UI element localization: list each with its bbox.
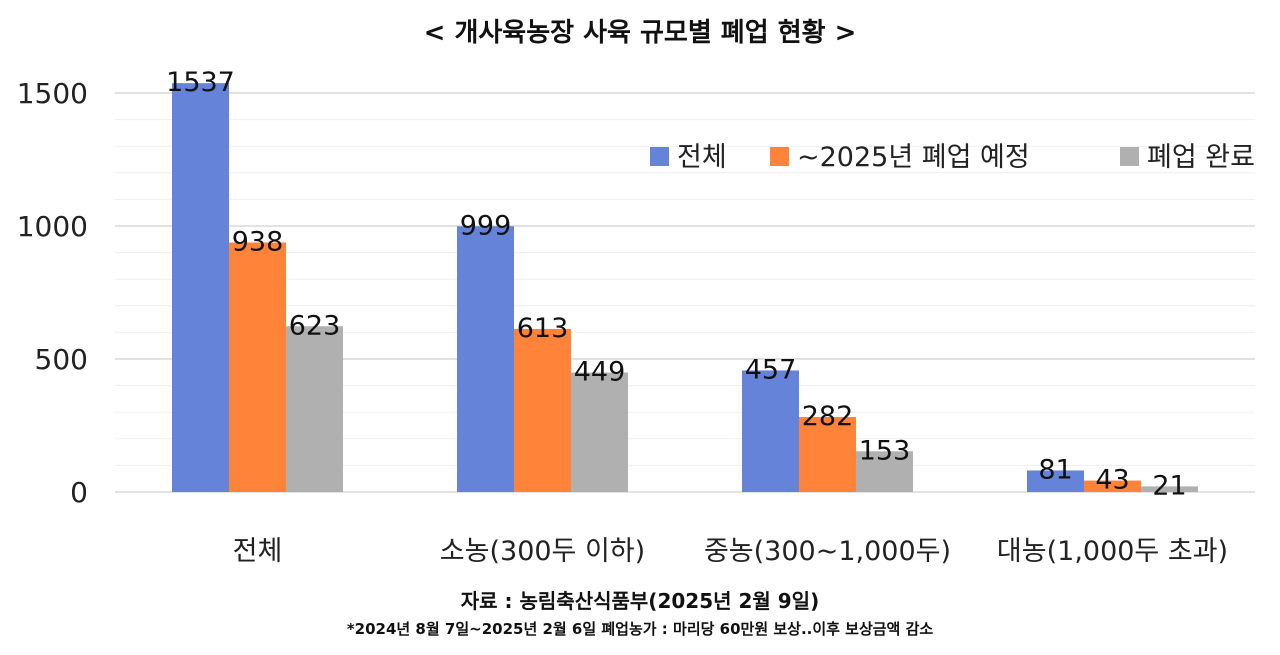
x-tick-label: 대농(1,000두 초과) — [997, 536, 1228, 567]
legend-label: 폐업 완료 — [1147, 142, 1255, 173]
data-label: 81 — [1038, 454, 1072, 485]
legend-swatch — [650, 147, 669, 166]
data-label: 457 — [745, 354, 797, 385]
data-label: 623 — [289, 310, 341, 341]
bar — [457, 226, 514, 493]
data-label: 43 — [1095, 465, 1129, 496]
bar — [172, 83, 229, 493]
bar — [742, 370, 799, 492]
bar — [1084, 480, 1141, 492]
data-label: 1537 — [166, 67, 235, 98]
data-label: 449 — [574, 357, 626, 388]
bar — [514, 328, 571, 492]
bar — [571, 372, 628, 492]
bar — [856, 451, 913, 492]
data-label: 613 — [517, 313, 569, 344]
bar — [229, 242, 286, 492]
chart-title: < 개사육농장 사육 규모별 폐업 현황 > — [423, 18, 857, 48]
bar — [286, 326, 343, 492]
data-label: 282 — [802, 401, 854, 432]
source-text: 자료 : 농림축산식품부(2025년 2월 9일) — [460, 589, 820, 613]
legend-label: ~2025년 폐업 예정 — [797, 142, 1030, 173]
y-tick-label: 1000 — [17, 210, 88, 243]
data-label: 21 — [1152, 470, 1186, 501]
legend-swatch — [770, 147, 789, 166]
data-label: 999 — [460, 210, 512, 241]
y-tick-label: 500 — [35, 343, 88, 376]
data-label: 153 — [859, 435, 911, 466]
legend-label: 전체 — [677, 142, 727, 173]
data-label: 938 — [232, 226, 284, 257]
legend-swatch — [1120, 147, 1139, 166]
bar-chart: 0 500 1000 1500 전체 1537 938 623 소농(300두 이하) 999 61… — [17, 67, 1255, 567]
y-tick-label: 0 — [70, 476, 88, 509]
y-tick-label: 1500 — [17, 77, 88, 110]
bar — [1141, 486, 1198, 492]
x-tick-label: 소농(300두 이하) — [440, 536, 645, 567]
footnote-text: *2024년 8월 7일~2025년 2월 6일 폐업농가 : 마리당 60만원… — [346, 620, 934, 638]
x-tick-label: 전체 — [233, 536, 283, 567]
bar — [799, 416, 856, 492]
bar — [1027, 470, 1084, 492]
x-tick-label: 중농(300~1,000두) — [704, 536, 951, 567]
